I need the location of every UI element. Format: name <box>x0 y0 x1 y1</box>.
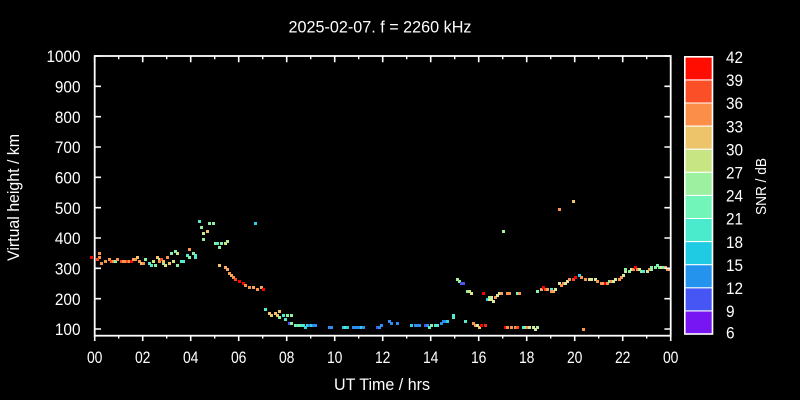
svg-text:02: 02 <box>135 348 151 367</box>
svg-text:600: 600 <box>55 169 81 188</box>
svg-text:900: 900 <box>55 78 81 97</box>
svg-text:21: 21 <box>726 210 743 229</box>
svg-text:06: 06 <box>231 348 247 367</box>
svg-text:08: 08 <box>279 348 295 367</box>
svg-text:400: 400 <box>55 229 81 248</box>
svg-text:33: 33 <box>726 117 743 136</box>
svg-text:16: 16 <box>471 348 487 367</box>
svg-text:6: 6 <box>726 324 735 343</box>
svg-text:SNR / dB: SNR / dB <box>754 158 770 215</box>
svg-text:24: 24 <box>726 187 743 206</box>
svg-text:42: 42 <box>726 48 743 67</box>
svg-text:00: 00 <box>87 348 103 367</box>
svg-text:00: 00 <box>663 348 679 367</box>
svg-text:18: 18 <box>519 348 535 367</box>
svg-text:100: 100 <box>55 320 81 339</box>
svg-text:04: 04 <box>183 348 199 367</box>
svg-text:12: 12 <box>726 279 743 298</box>
svg-text:10: 10 <box>327 348 343 367</box>
svg-text:20: 20 <box>567 348 583 367</box>
svg-text:18: 18 <box>726 233 743 252</box>
svg-text:14: 14 <box>423 348 439 367</box>
svg-text:500: 500 <box>55 199 81 218</box>
svg-text:800: 800 <box>55 108 81 127</box>
svg-text:27: 27 <box>726 164 743 183</box>
svg-text:15: 15 <box>726 256 743 275</box>
svg-text:UT Time / hrs: UT Time / hrs <box>334 375 430 394</box>
svg-text:2025-02-07. f = 2260 kHz: 2025-02-07. f = 2260 kHz <box>289 18 472 37</box>
svg-text:30: 30 <box>726 140 743 159</box>
svg-text:1000: 1000 <box>47 47 81 66</box>
svg-text:200: 200 <box>55 290 81 309</box>
svg-text:300: 300 <box>55 260 81 279</box>
svg-text:Virtual height / km: Virtual height / km <box>4 134 23 261</box>
svg-text:36: 36 <box>726 94 743 113</box>
svg-text:39: 39 <box>726 71 743 90</box>
svg-text:9: 9 <box>726 302 735 321</box>
svg-text:700: 700 <box>55 138 81 157</box>
svg-text:22: 22 <box>615 348 631 367</box>
svg-text:12: 12 <box>375 348 391 367</box>
